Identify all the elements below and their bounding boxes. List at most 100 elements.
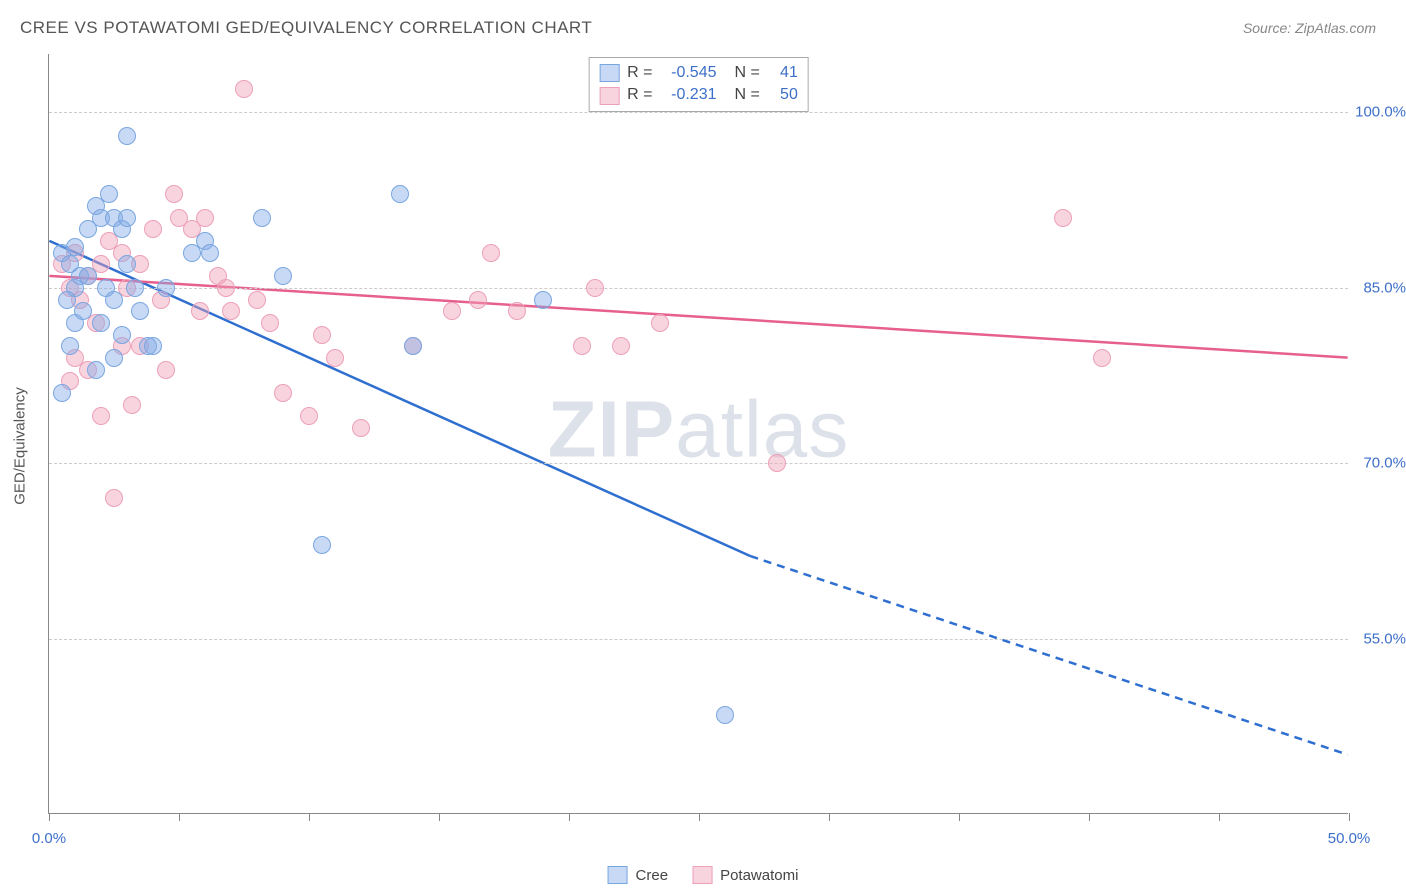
- data-point: [131, 302, 149, 320]
- stat-n-value: 41: [768, 62, 798, 84]
- xtick-label: 0.0%: [32, 830, 66, 847]
- data-point: [1093, 349, 1111, 367]
- data-point: [105, 291, 123, 309]
- data-point: [482, 244, 500, 262]
- data-point: [196, 209, 214, 227]
- xtick: [1219, 813, 1220, 821]
- data-point: [92, 314, 110, 332]
- stats-row: R = -0.545 N = 41: [599, 62, 798, 84]
- data-point: [404, 337, 422, 355]
- data-point: [222, 302, 240, 320]
- y-axis-label: GED/Equivalency: [12, 387, 29, 505]
- data-point: [74, 302, 92, 320]
- xtick: [829, 813, 830, 821]
- legend-label: Cree: [636, 867, 669, 884]
- data-point: [58, 291, 76, 309]
- chart-title: CREE VS POTAWATOMI GED/EQUIVALENCY CORRE…: [20, 18, 592, 38]
- legend-swatch: [692, 866, 712, 884]
- xtick: [959, 813, 960, 821]
- xtick: [569, 813, 570, 821]
- data-point: [300, 407, 318, 425]
- data-point: [716, 706, 734, 724]
- gridline-h: [49, 112, 1348, 113]
- data-point: [126, 279, 144, 297]
- xtick: [1349, 813, 1350, 821]
- data-point: [53, 384, 71, 402]
- data-point: [253, 209, 271, 227]
- data-point: [165, 185, 183, 203]
- data-point: [66, 238, 84, 256]
- data-point: [274, 384, 292, 402]
- stat-n-label: N =: [735, 84, 760, 106]
- data-point: [352, 419, 370, 437]
- stat-n-label: N =: [735, 62, 760, 84]
- ytick-label: 100.0%: [1355, 104, 1406, 121]
- data-point: [274, 267, 292, 285]
- data-point: [123, 396, 141, 414]
- stat-n-value: 50: [768, 84, 798, 106]
- data-point: [508, 302, 526, 320]
- data-point: [157, 361, 175, 379]
- data-point: [586, 279, 604, 297]
- data-point: [144, 337, 162, 355]
- data-point: [157, 279, 175, 297]
- data-point: [61, 337, 79, 355]
- stat-r-value: -0.231: [661, 84, 717, 106]
- watermark-bold: ZIP: [548, 384, 675, 473]
- trend-lines-svg: [49, 54, 1348, 813]
- data-point: [469, 291, 487, 309]
- data-point: [261, 314, 279, 332]
- data-point: [651, 314, 669, 332]
- data-point: [534, 291, 552, 309]
- gridline-h: [49, 463, 1348, 464]
- stat-r-value: -0.545: [661, 62, 717, 84]
- legend-swatch: [599, 87, 619, 105]
- xtick-label: 50.0%: [1328, 830, 1371, 847]
- ytick-label: 70.0%: [1363, 455, 1406, 472]
- data-point: [217, 279, 235, 297]
- data-point: [105, 349, 123, 367]
- data-point: [248, 291, 266, 309]
- data-point: [105, 489, 123, 507]
- data-point: [326, 349, 344, 367]
- stats-legend: R = -0.545 N = 41 R = -0.231 N = 50: [588, 57, 809, 112]
- stat-r-label: R =: [627, 62, 652, 84]
- watermark: ZIPatlas: [548, 383, 849, 475]
- legend-swatch: [608, 866, 628, 884]
- data-point: [118, 255, 136, 273]
- data-point: [144, 220, 162, 238]
- xtick: [179, 813, 180, 821]
- data-point: [87, 361, 105, 379]
- data-point: [118, 127, 136, 145]
- xtick: [439, 813, 440, 821]
- data-point: [313, 536, 331, 554]
- xtick: [699, 813, 700, 821]
- xtick: [49, 813, 50, 821]
- plot-area: ZIPatlas R =-0.545N =41R =-0.231N =50 55…: [48, 54, 1348, 814]
- stat-r-label: R =: [627, 84, 652, 106]
- data-point: [443, 302, 461, 320]
- ytick-label: 55.0%: [1363, 630, 1406, 647]
- data-point: [313, 326, 331, 344]
- ytick-label: 85.0%: [1363, 279, 1406, 296]
- data-point: [1054, 209, 1072, 227]
- stats-row: R = -0.231 N = 50: [599, 84, 798, 106]
- legend-swatch: [599, 64, 619, 82]
- legend-item: Potawatomi: [692, 866, 798, 884]
- data-point: [118, 209, 136, 227]
- data-point: [201, 244, 219, 262]
- data-point: [100, 185, 118, 203]
- trend-line: [750, 556, 1347, 755]
- gridline-h: [49, 639, 1348, 640]
- data-point: [235, 80, 253, 98]
- data-point: [113, 326, 131, 344]
- legend-label: Potawatomi: [720, 867, 798, 884]
- gridline-h: [49, 288, 1348, 289]
- data-point: [79, 267, 97, 285]
- data-point: [612, 337, 630, 355]
- source-label: Source: ZipAtlas.com: [1243, 20, 1376, 36]
- data-point: [768, 454, 786, 472]
- xtick: [1089, 813, 1090, 821]
- legend-item: Cree: [608, 866, 669, 884]
- data-point: [573, 337, 591, 355]
